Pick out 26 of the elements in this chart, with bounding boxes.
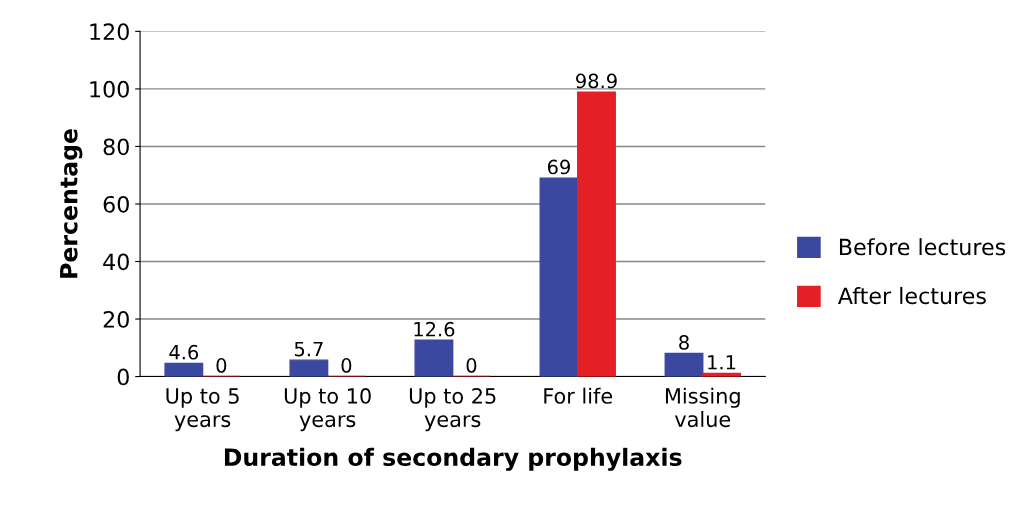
x-tick-label: For life <box>544 387 613 404</box>
legend-label: After lectures <box>837 287 986 305</box>
y-tick-label: 60 <box>103 195 129 213</box>
y-axis-title: Percentage <box>60 129 83 278</box>
y-tick-label: 0 <box>117 368 129 386</box>
data-label: 5.7 <box>294 341 323 357</box>
y-tick-label: 80 <box>103 138 129 156</box>
data-label: 4.6 <box>169 344 199 360</box>
data-label: 8 <box>679 335 689 350</box>
legend-label: Before lectures <box>839 238 1006 256</box>
data-label: 69 <box>547 159 570 175</box>
data-label: 98.9 <box>576 73 617 89</box>
x-tick-label: Up to 5 years <box>166 388 239 432</box>
x-axis-title: Duration of secondary prophylaxis <box>224 447 682 471</box>
y-tick-label: 20 <box>103 310 129 328</box>
data-label: 12.6 <box>414 321 455 337</box>
x-tick-label: Up to 10 years <box>284 388 371 432</box>
data-label: 0 <box>466 358 477 373</box>
data-label: 0 <box>341 358 352 373</box>
y-tick-label: 40 <box>103 253 129 271</box>
x-tick-label: Up to 25 years <box>409 388 496 432</box>
y-tick-label: 120 <box>90 23 129 41</box>
data-label: 0 <box>216 358 227 373</box>
data-label: 1.1 <box>708 355 736 370</box>
y-tick-label: 100 <box>90 80 129 98</box>
x-tick-label: Missing value <box>665 387 740 428</box>
